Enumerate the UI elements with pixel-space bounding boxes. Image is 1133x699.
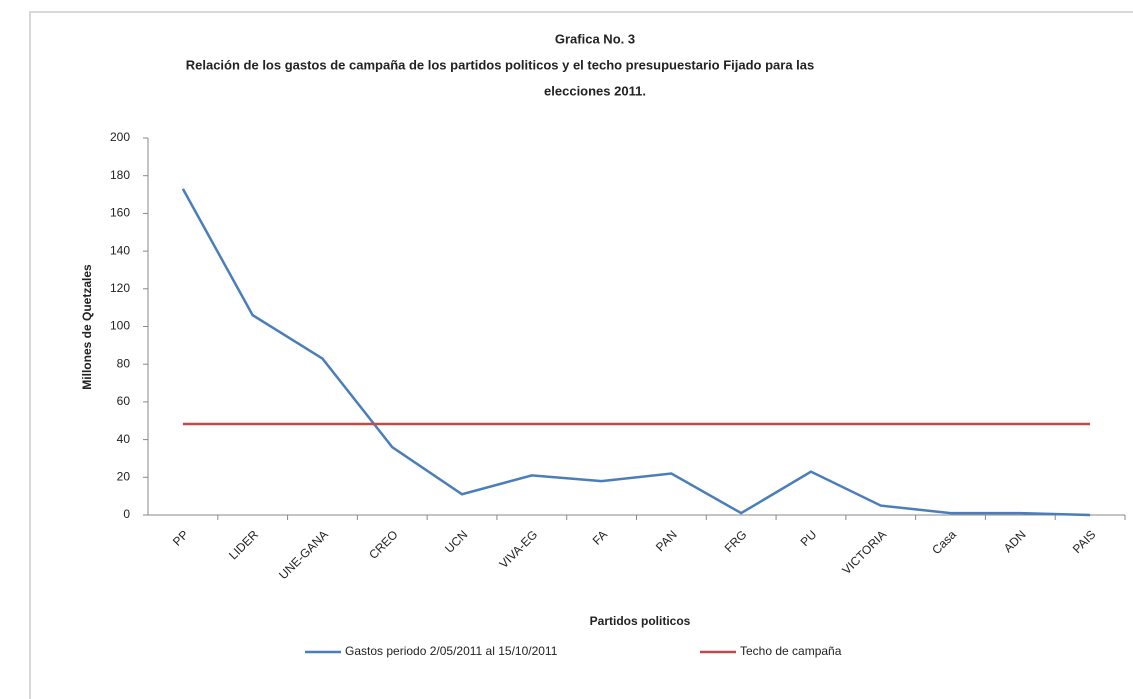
- y-tick-label: 140: [110, 243, 130, 257]
- x-tick-label: ADN: [1001, 527, 1029, 555]
- chart-title: Grafica No. 3: [555, 31, 635, 46]
- chart-subtitle: Relación de los gastos de campaña de los…: [186, 57, 815, 72]
- x-tick-label: VIVA-EG: [496, 527, 540, 571]
- x-tick-label: PU: [798, 527, 820, 549]
- y-tick-label: 0: [123, 507, 130, 521]
- chart-border: [29, 11, 1133, 699]
- y-axis-label: Millones de Quetzales: [80, 264, 94, 390]
- x-tick-label: PAIS: [1070, 527, 1099, 556]
- y-tick-label: 120: [110, 281, 130, 295]
- legend-label: Gastos periodo 2/05/2011 al 15/10/2011: [345, 644, 558, 658]
- x-tick-label: UCN: [442, 527, 470, 555]
- x-axis-label: Partidos politicos: [590, 614, 691, 628]
- x-tick-label: PAN: [653, 527, 680, 554]
- y-tick-label: 100: [110, 319, 130, 333]
- x-tick-label: FRG: [722, 527, 750, 555]
- x-tick-label: UNE-GANA: [276, 527, 331, 582]
- x-tick-label: CREO: [366, 527, 400, 561]
- chart-subtitle: elecciones 2011.: [544, 83, 646, 98]
- x-tick-label: VICTORIA: [839, 527, 889, 577]
- y-tick-label: 180: [110, 168, 130, 182]
- legend-label: Techo de campaña: [740, 644, 842, 658]
- x-tick-label: Casa: [929, 527, 959, 557]
- series-line: [181, 188, 1091, 517]
- y-tick-label: 80: [117, 356, 131, 370]
- x-tick-label: LIDER: [226, 527, 261, 562]
- y-tick-label: 60: [117, 394, 131, 408]
- y-tick-label: 160: [110, 206, 130, 220]
- x-tick-label: PP: [170, 527, 191, 548]
- y-tick-label: 200: [110, 130, 130, 144]
- y-tick-label: 20: [117, 469, 131, 483]
- y-tick-label: 40: [117, 432, 131, 446]
- x-tick-label: FA: [590, 527, 610, 547]
